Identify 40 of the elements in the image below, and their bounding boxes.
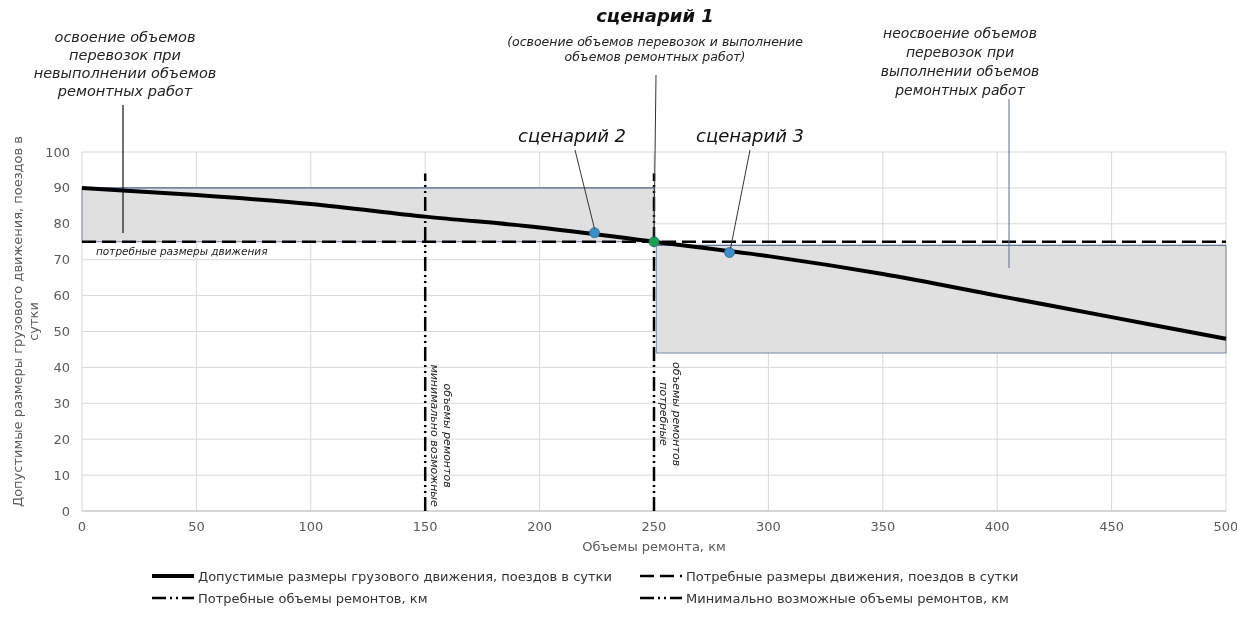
x-tick-label: 300	[755, 519, 781, 534]
point	[648, 236, 660, 248]
text: освоение объемов перевозок при невыполнении объемов ремонтных работ	[33, 29, 217, 99]
y-tick-label: 50	[53, 324, 70, 339]
annotation: (освоение объемов перевозок и выполнение объемов ремонтных работ)	[507, 34, 804, 64]
y-tick-label: 0	[61, 503, 70, 519]
x-tick-label: 0	[77, 519, 87, 534]
x-axis-title: Объемы ремонта, км	[582, 539, 726, 554]
annotation: сценарий 2	[517, 125, 627, 146]
annotation: минимально возможные объемы ремонтов	[428, 364, 455, 508]
x-tick-label: 450	[1099, 519, 1125, 534]
x-tick-label: 500	[1213, 519, 1237, 534]
x-tick-label: 150	[412, 519, 438, 534]
y-tick-label: 10	[53, 467, 70, 483]
annotation: потребные объемы ремонтов	[657, 362, 683, 467]
text: сценарий 1	[596, 5, 714, 26]
x-tick-label: 200	[527, 519, 553, 534]
legend-label: Минимально возможные объемы ремонтов, км	[686, 591, 1009, 606]
legend-label: Допустимые размеры грузового движения, поездов в сутки	[198, 569, 612, 584]
legend-label: Потребные размеры движения, поездов в сутки	[686, 569, 1019, 584]
annotation: потребные размеры движения	[96, 244, 268, 257]
y-axis-title: Допустимые размеры грузового движения, поездов в сутки	[10, 135, 41, 508]
legend-label: Потребные объемы ремонтов, км	[198, 591, 428, 606]
y-tick-label: 80	[53, 216, 70, 232]
y-tick-label: 90	[53, 180, 70, 196]
y-tick-label: 30	[53, 395, 70, 411]
y-tick-label: 40	[53, 359, 70, 375]
point	[589, 227, 600, 239]
annotation: сценарий 3	[695, 125, 805, 146]
x-tick-label: 350	[870, 519, 896, 534]
y-tick-label: 100	[45, 144, 70, 160]
x-tick-label: 250	[641, 519, 667, 534]
x-tick-label: 100	[298, 519, 324, 534]
x-tick-label: 400	[984, 519, 1010, 534]
point	[724, 247, 735, 258]
y-tick-label: 70	[53, 252, 70, 268]
y-tick-label: 20	[53, 431, 70, 447]
y-tick-label: 60	[53, 288, 70, 304]
text: неосвоение объемов перевозок при выполнении объемов ремонтных работ	[880, 25, 1040, 98]
x-tick-label: 50	[188, 519, 205, 534]
